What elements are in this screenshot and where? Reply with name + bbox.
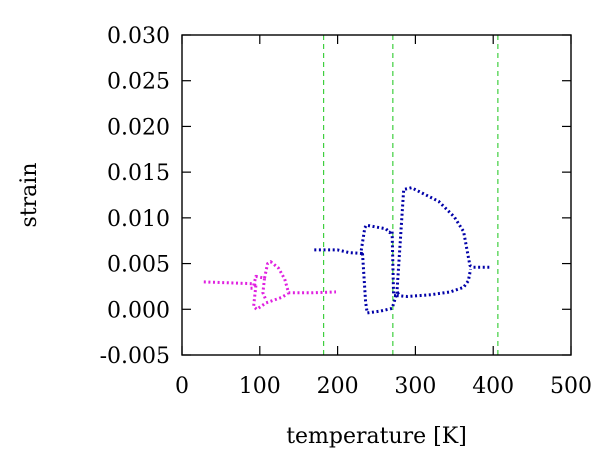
y-axis-ticks: -0.005 0.000 0.005 0.010 0.015 0.020 0.025 0.03… — [100, 24, 571, 369]
series-line-segment — [390, 186, 490, 298]
series-line-segment — [396, 268, 473, 298]
vertical-reference-lines — [322, 35, 499, 355]
y-tick-label: 0.025 — [107, 70, 170, 95]
x-tick-label: 0 — [175, 374, 189, 399]
series-line-segment — [359, 223, 394, 256]
series-2 — [314, 186, 490, 315]
data-series — [203, 186, 490, 315]
series-1 — [203, 260, 337, 311]
y-axis-label: strain — [17, 163, 42, 228]
series-line-segment — [252, 274, 268, 301]
x-axis-ticks: 0 100 200 300 400 500 — [175, 35, 592, 399]
series-line-segment — [252, 285, 289, 311]
x-tick-label: 300 — [394, 374, 436, 399]
y-tick-label: 0.005 — [107, 253, 170, 278]
series-line-segment — [314, 248, 363, 255]
x-tick-label: 500 — [550, 374, 592, 399]
plot-frame — [181, 34, 572, 356]
x-tick-label: 100 — [239, 374, 281, 399]
y-tick-label: -0.005 — [100, 344, 170, 369]
x-tick-label: 400 — [472, 374, 514, 399]
y-tick-label: 0.020 — [107, 115, 170, 140]
y-tick-label: 0.000 — [107, 298, 170, 323]
x-tick-label: 200 — [317, 374, 359, 399]
y-tick-label: 0.010 — [107, 207, 170, 232]
y-tick-label: 0.015 — [107, 161, 170, 186]
y-tick-label: 0.030 — [107, 24, 170, 49]
x-axis-label: temperature [K] — [286, 424, 467, 449]
series-line-segment — [203, 280, 257, 287]
series-line-segment — [263, 260, 337, 295]
